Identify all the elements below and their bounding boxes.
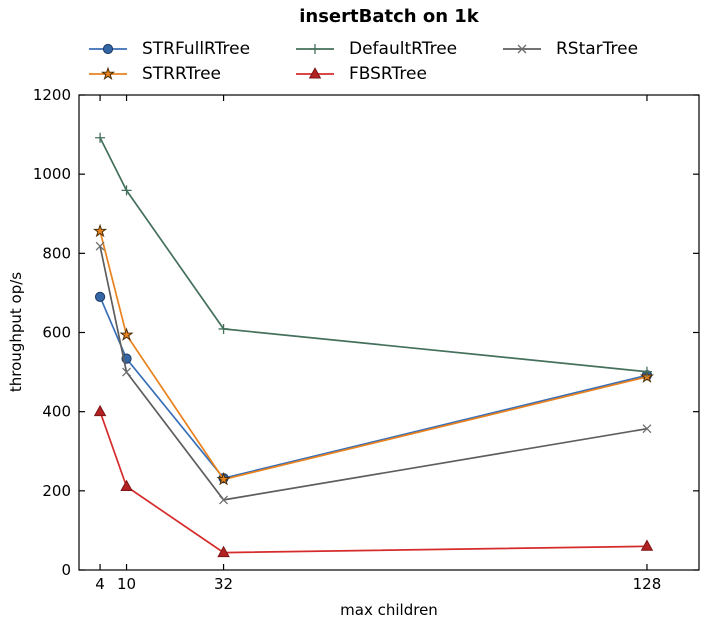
series-line-RStarTree [99,246,648,501]
legend-column: STRFullRTree STRRTree [88,36,250,86]
y-tick-label: 800 [42,244,71,262]
legend-item-STRRTree: STRRTree [88,61,250,86]
y-tick-label: 0 [61,561,71,579]
plot-frame [78,94,700,571]
data-point-DefaultRTree-10 [121,185,132,196]
legend-label: RStarTree [556,38,639,59]
legend-label: DefaultRTree [349,38,458,59]
data-point-DefaultRTree-128 [641,366,652,377]
data-point-RStarTree-4 [95,241,105,251]
series-line-STRFullRTree [99,296,648,480]
x-tick-label: 10 [117,575,136,593]
legend-label: STRRTree [142,63,221,84]
data-point-STRRTree-32 [216,471,231,486]
y-tick-label: 1200 [33,86,71,104]
series-line-STRRTree [99,230,648,481]
x-tick-label: 128 [633,575,662,593]
chart-title: insertBatch on 1k [299,6,479,27]
triangle-marker-icon [296,66,334,78]
data-point-STRRTree-4 [92,223,108,238]
data-point-RStarTree-128 [642,424,652,434]
data-point-FBSRTree-32 [217,545,230,558]
data-point-FBSRTree-128 [640,539,654,551]
data-point-RStarTree-10 [122,367,132,377]
legend-item-FBSRTree: FBSRTree [295,61,457,86]
x-axis-label: max children [340,601,438,619]
legend-label: FBSRTree [349,63,427,84]
data-point-FBSRTree-10 [120,479,133,491]
legend-label: STRFullRTree [142,38,251,59]
data-point-RStarTree-32 [219,495,229,505]
series-line-DefaultRTree [99,137,648,373]
legend-item-RStarTree: RStarTree [502,36,638,61]
legend-item-STRFullRTree: STRFullRTree [88,36,250,61]
x-tick-label: 4 [95,575,105,593]
plus-marker-icon [296,43,334,54]
y-tick-label: 600 [42,324,71,342]
legend-item-DefaultRTree: DefaultRTree [295,36,457,61]
data-point-FBSRTree-4 [93,404,107,417]
y-tick-label: 400 [42,403,71,421]
data-point-DefaultRTree-4 [95,132,106,143]
y-tick-label: 1000 [33,165,71,183]
x-tick-label: 32 [214,575,233,593]
star-marker-icon [89,66,127,80]
data-point-DefaultRTree-32 [218,323,229,334]
series-line-FBSRTree [99,411,648,554]
circle-marker-icon [89,43,127,54]
legend-column: RStarTree [502,36,638,61]
y-tick-label: 200 [42,482,71,500]
data-point-STRRTree-10 [119,327,134,341]
y-axis-label: throughput op/s [7,271,25,393]
data-point-STRFullRTree-4 [94,291,106,302]
x-marker-icon [503,44,541,53]
legend-column: DefaultRTree FBSRTree [295,36,457,86]
